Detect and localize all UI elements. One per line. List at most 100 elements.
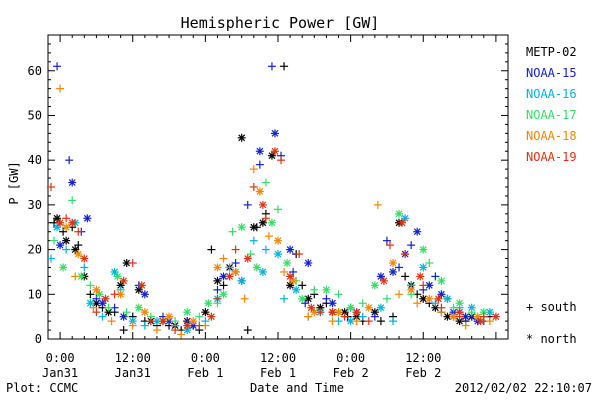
north-point-d2 <box>232 268 240 276</box>
legend-entry: NOAA-19 <box>526 150 577 164</box>
north-point <box>68 218 77 227</box>
south-point <box>249 236 258 245</box>
north-point-d2 <box>271 129 279 137</box>
north-point <box>56 218 65 227</box>
south-point <box>195 312 204 321</box>
north-point-d2 <box>80 255 88 262</box>
south-point <box>152 326 161 335</box>
north-point-d2 <box>53 223 61 231</box>
north-point-d2 <box>92 299 100 307</box>
north-point-d2 <box>83 214 91 222</box>
south-point <box>231 259 240 267</box>
north-point-d2 <box>165 313 173 321</box>
south-point <box>310 285 319 294</box>
south-point <box>110 290 119 299</box>
south-point <box>104 303 113 312</box>
south-point <box>395 290 404 299</box>
north-point <box>407 285 416 294</box>
north-point-d2 <box>407 286 415 294</box>
north-point <box>62 223 71 232</box>
legend-entry: NOAA-17 <box>526 108 577 122</box>
south-point <box>86 290 95 299</box>
north-point <box>298 294 307 303</box>
y-tick-label: 40 <box>28 153 42 167</box>
north-point-d2 <box>329 299 336 307</box>
x-tick-date-label: Feb 1 <box>187 366 223 380</box>
south-point <box>62 214 71 223</box>
south-point <box>225 263 234 272</box>
north-point <box>110 267 119 276</box>
south-point <box>92 308 101 317</box>
north-point-d2 <box>286 246 294 254</box>
north-point <box>267 151 276 160</box>
south-point <box>280 267 289 276</box>
north-point-d2 <box>298 295 306 303</box>
north-point <box>159 317 167 326</box>
north-point <box>68 178 77 187</box>
south-point <box>467 308 476 317</box>
south-point <box>128 259 137 267</box>
south-point <box>74 241 83 250</box>
north-point <box>71 245 80 254</box>
legend-entry: NOAA-15 <box>526 66 577 80</box>
north-point <box>113 272 122 281</box>
south-point <box>431 299 440 308</box>
north-point-d2 <box>56 219 64 227</box>
north-point <box>467 303 476 312</box>
y-tick-label: 50 <box>28 108 42 122</box>
north-point-d2 <box>96 290 103 298</box>
north-point <box>104 308 113 317</box>
north-point-d2 <box>292 286 300 294</box>
north-point <box>134 303 143 312</box>
south-point <box>80 263 89 272</box>
north-point-d2 <box>62 237 70 245</box>
north-point-d2 <box>347 317 355 325</box>
north-point-d2 <box>74 250 82 258</box>
south-point <box>146 317 155 326</box>
south-point <box>47 254 56 263</box>
south-point <box>298 281 307 290</box>
north-point <box>101 294 110 303</box>
north-point <box>258 267 267 276</box>
x-tick-date-label: Jan31 <box>42 366 78 380</box>
north-point-d2 <box>398 219 406 227</box>
south-point <box>334 290 343 299</box>
north-point-d2 <box>220 290 227 298</box>
south-point <box>86 281 95 290</box>
north-point <box>419 245 428 254</box>
north-point <box>201 308 210 317</box>
north-point <box>389 267 397 276</box>
south-point <box>449 303 458 312</box>
y-axis-label: P [GW] <box>7 161 21 204</box>
north-point-d2 <box>335 308 342 316</box>
south-point <box>264 232 273 241</box>
north-point <box>258 200 267 209</box>
north-point <box>328 299 337 308</box>
south-point <box>171 317 180 326</box>
north-point-d2 <box>434 295 442 303</box>
north-point <box>328 308 337 317</box>
north-point <box>370 281 379 290</box>
south-point <box>228 227 237 236</box>
legend: METP-02 NOAA-15 NOAA-16 NOAA-17 NOAA-18 NOAA-… <box>526 45 577 164</box>
north-point <box>270 147 279 156</box>
south-point <box>485 317 494 326</box>
legend-north: * north <box>526 332 577 346</box>
north-point <box>225 272 234 281</box>
north-point-d2 <box>341 308 349 316</box>
south-point <box>395 263 404 272</box>
north-point <box>322 285 331 294</box>
north-point <box>98 299 107 308</box>
north-point-d2 <box>462 313 470 321</box>
legend-entry: METP-02 <box>526 45 577 59</box>
south-point <box>240 294 249 303</box>
south-point <box>62 245 71 254</box>
south-point <box>89 303 98 312</box>
north-point-d2 <box>307 304 315 312</box>
north-point <box>346 303 355 312</box>
north-point-d2 <box>92 286 100 294</box>
south-point <box>437 303 446 312</box>
north-point <box>401 214 410 223</box>
south-point <box>59 227 68 236</box>
north-point <box>119 312 128 321</box>
